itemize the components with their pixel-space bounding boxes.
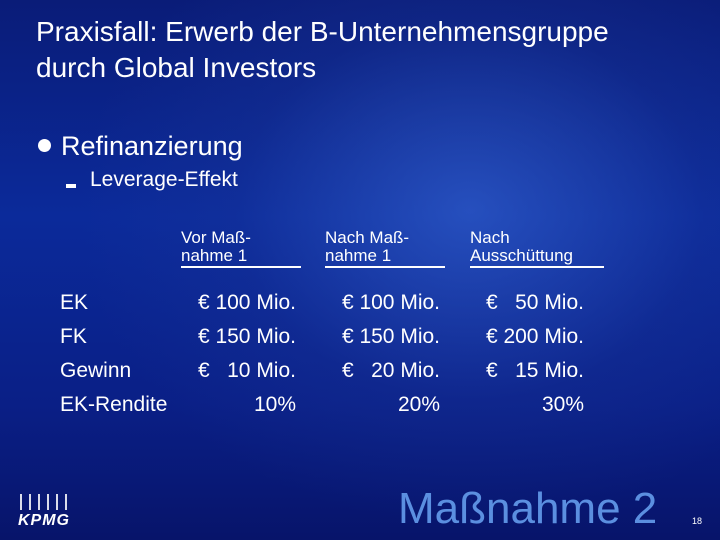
column-header-line-2: Ausschüttung [470,247,604,268]
cell-gewinn-nach: € 20 Mio. [341,359,440,382]
bullet-dot-icon [38,139,51,152]
logo-bars-icon [20,494,68,510]
subbullet-leverage-effekt: Leverage-Effekt [66,167,238,193]
column-header-nach-ausschuettung: Nach Ausschüttung [470,229,604,268]
dash-bullet-icon [66,184,76,188]
row-label-gewinn: Gewinn [60,359,132,382]
kpmg-logo: KPMG [18,492,80,532]
cell-fk-vor: € 150 Mio. [197,325,296,348]
title-line-2: durch Global Investors [36,52,317,83]
slide-title: Praxisfall: Erwerb der B-Unternehmensgru… [36,14,706,86]
row-label-fk: FK [60,325,87,348]
cell-fk-nach: € 150 Mio. [341,325,440,348]
subbullet-text: Leverage-Effekt [90,168,238,191]
column-header-line-1: Vor Maß- [181,228,251,247]
column-header-vor-massnahme-1: Vor Maß- nahme 1 [181,229,301,268]
bullet-text: Refinanzierung [61,131,243,161]
massnahme-watermark: Maßnahme 2 [398,484,658,533]
cell-gewinn-ausschuettung: € 15 Mio. [485,359,584,382]
logo-text: KPMG [18,512,70,529]
row-label-ek: EK [60,291,89,314]
cell-ek-ausschuettung: € 50 Mio. [485,291,584,314]
column-header-line-1: Nach Maß- [325,228,410,247]
cell-ek-nach: € 100 Mio. [341,291,440,314]
cell-gewinn-vor: € 10 Mio. [197,359,296,382]
column-header-line-1: Nach [470,228,510,247]
cell-rendite-nach: 20% [397,393,440,416]
bullet-refinanzierung: Refinanzierung [38,130,243,162]
cell-fk-ausschuettung: € 200 Mio. [485,325,584,348]
cell-rendite-ausschuettung: 30% [541,393,584,416]
cell-ek-vor: € 100 Mio. [197,291,296,314]
row-label-ek-rendite: EK-Rendite [60,393,168,416]
column-header-line-2: nahme 1 [325,247,445,268]
cell-rendite-vor: 10% [253,393,296,416]
column-header-nach-massnahme-1: Nach Maß- nahme 1 [325,229,445,268]
column-header-line-2: nahme 1 [181,247,301,268]
page-number: 18 [692,516,703,526]
title-line-1: Praxisfall: Erwerb der B-Unternehmensgru… [36,16,609,47]
